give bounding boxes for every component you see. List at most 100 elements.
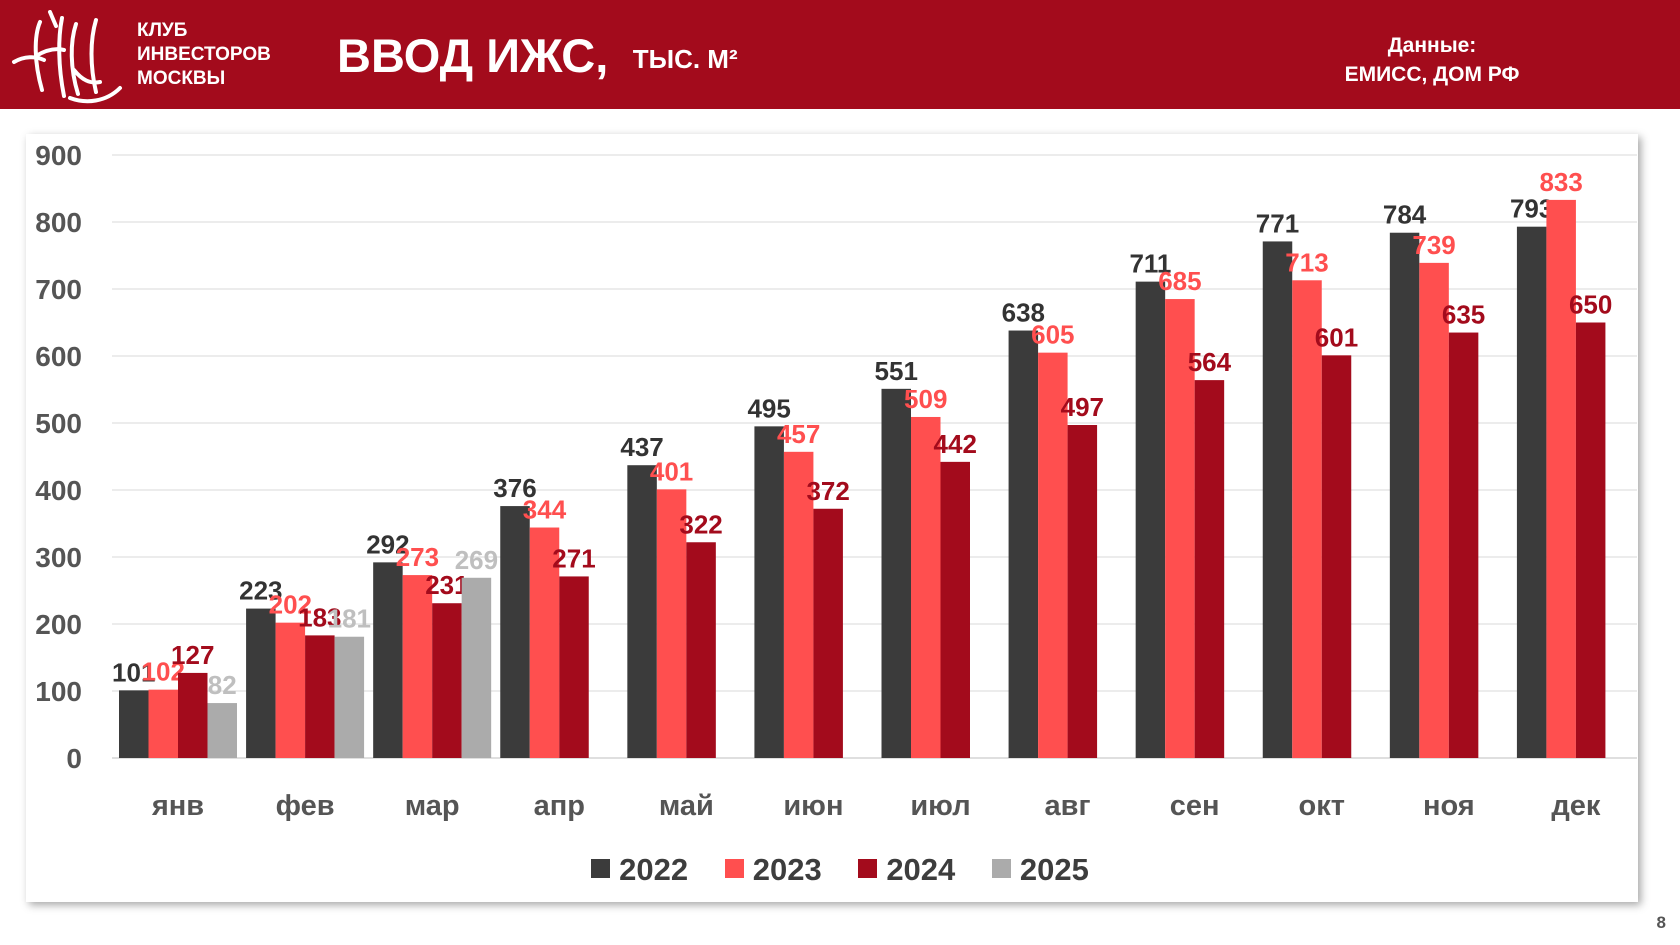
data-label-2022-дек: 793 bbox=[1510, 194, 1553, 224]
y-tick-label: 300 bbox=[35, 542, 82, 573]
x-tick-label: дек bbox=[1551, 790, 1601, 822]
organization-name: КЛУБ ИНВЕСТОРОВ МОСКВЫ bbox=[137, 19, 271, 91]
data-label-2022-авг: 638 bbox=[1002, 298, 1045, 328]
org-line-3: МОСКВЫ bbox=[137, 68, 226, 89]
data-label-2025-янв: 82 bbox=[208, 670, 237, 700]
bar-2022-апр bbox=[500, 506, 530, 758]
data-label-2023-ноя: 739 bbox=[1412, 230, 1455, 260]
bar-2023-май bbox=[656, 489, 687, 758]
y-tick-label: 400 bbox=[35, 475, 82, 506]
bar-2023-июн bbox=[783, 451, 814, 758]
bar-2023-апр bbox=[529, 527, 560, 758]
legend-label-2025: 2025 bbox=[1019, 852, 1089, 887]
data-label-2023-мар: 273 bbox=[396, 542, 439, 572]
data-label-2024-янв: 127 bbox=[171, 640, 214, 670]
data-label-2024-май: 322 bbox=[679, 509, 722, 539]
legend-item-2023: 2023 bbox=[724, 852, 822, 888]
bar-2025-фев bbox=[334, 636, 365, 758]
data-label-2022-янв: 101 bbox=[112, 657, 155, 687]
bar-2024-сен bbox=[1194, 380, 1225, 758]
y-tick-label: 0 bbox=[66, 743, 82, 774]
data-label-2023-июл: 509 bbox=[904, 384, 947, 414]
bar-2022-окт bbox=[1262, 241, 1293, 758]
data-label-2022-июн: 495 bbox=[747, 393, 790, 423]
bar-2022-ноя bbox=[1389, 232, 1420, 759]
org-line-1: КЛУБ bbox=[137, 20, 188, 41]
bar-2023-фев bbox=[275, 622, 306, 758]
bar-2022-сен bbox=[1135, 281, 1166, 758]
y-tick-label: 700 bbox=[35, 274, 82, 305]
data-label-2024-окт: 601 bbox=[1315, 322, 1358, 352]
data-label-2023-июн: 457 bbox=[777, 419, 820, 449]
data-label-2022-май: 437 bbox=[620, 432, 663, 462]
bar-2024-дек bbox=[1575, 322, 1606, 758]
bar-2024-авг bbox=[1067, 425, 1098, 758]
bar-2024-май bbox=[686, 542, 716, 758]
bar-2024-мар bbox=[432, 603, 462, 758]
legend-label-2024: 2024 bbox=[886, 852, 956, 887]
bar-2025-мар bbox=[461, 577, 492, 758]
bar-2023-мар bbox=[402, 575, 433, 758]
y-tick-label: 900 bbox=[35, 140, 82, 171]
x-tick-label: июл bbox=[910, 790, 970, 822]
bar-2022-дек bbox=[1516, 226, 1547, 758]
bar-2024-ноя bbox=[1448, 332, 1479, 758]
bar-2023-авг bbox=[1038, 352, 1068, 758]
y-tick-label: 600 bbox=[35, 341, 82, 372]
data-label-2024-сен: 564 bbox=[1188, 347, 1232, 377]
data-label-2023-сен: 685 bbox=[1158, 266, 1201, 296]
x-tick-label: сен bbox=[1170, 790, 1220, 822]
data-label-2023-дек: 833 bbox=[1539, 167, 1582, 197]
data-label-2023-апр: 344 bbox=[523, 495, 567, 525]
bar-2022-авг bbox=[1008, 330, 1039, 758]
data-label-2024-июл: 442 bbox=[934, 429, 977, 459]
title-unit: ТЫС. М² bbox=[632, 44, 738, 74]
data-label-2023-фев: 202 bbox=[269, 590, 312, 620]
club-monogram-logo bbox=[12, 10, 122, 104]
data-source: Данные: ЕМИСС, ДОМ РФ bbox=[1302, 31, 1562, 89]
data-label-2022-июл: 551 bbox=[875, 356, 918, 386]
data-label-2024-дек: 650 bbox=[1569, 290, 1612, 320]
y-tick-label: 200 bbox=[35, 609, 82, 640]
bar-2022-фев bbox=[246, 608, 276, 758]
bar-2023-сен bbox=[1165, 299, 1195, 758]
legend-item-2024: 2024 bbox=[858, 852, 955, 888]
data-label-2022-окт: 771 bbox=[1256, 208, 1299, 238]
legend-label-2022: 2022 bbox=[619, 852, 689, 887]
y-tick-label: 800 bbox=[35, 207, 82, 238]
data-label-2024-апр: 271 bbox=[552, 543, 595, 573]
bar-2022-мар bbox=[373, 562, 403, 758]
bar-2025-янв bbox=[207, 703, 237, 758]
bar-2023-июл bbox=[911, 416, 941, 758]
legend-item-2025: 2025 bbox=[991, 852, 1089, 888]
bar-2022-июн bbox=[754, 426, 784, 758]
x-tick-label: мар bbox=[405, 790, 460, 822]
page-title: ВВОД ИЖС, ТЫС. М² bbox=[337, 28, 738, 83]
data-label-2024-ноя: 635 bbox=[1442, 300, 1485, 330]
data-label-2023-янв: 102 bbox=[142, 657, 185, 687]
bar-2023-дек bbox=[1546, 199, 1576, 758]
title-main: ВВОД ИЖС, bbox=[337, 29, 609, 82]
x-tick-label: май bbox=[659, 790, 714, 822]
data-label-2023-май: 401 bbox=[650, 456, 693, 486]
source-label: Данные: bbox=[1387, 34, 1477, 57]
data-label-2024-июн: 372 bbox=[806, 476, 849, 506]
bar-2024-июл bbox=[940, 461, 970, 758]
bar-2022-май bbox=[627, 465, 657, 758]
data-label-2024-фев: 183 bbox=[298, 602, 341, 632]
data-label-2022-апр: 376 bbox=[493, 473, 536, 503]
bar-2022-июл bbox=[881, 388, 911, 758]
x-tick-label: окт bbox=[1299, 790, 1345, 822]
data-label-2022-мар: 292 bbox=[366, 529, 409, 559]
bar-2024-июн bbox=[813, 508, 843, 758]
bar-2024-апр bbox=[559, 576, 589, 758]
bar-2023-окт bbox=[1292, 280, 1322, 758]
legend-label-2023: 2023 bbox=[752, 852, 822, 887]
data-label-2023-авг: 605 bbox=[1031, 320, 1074, 350]
x-tick-label: фев bbox=[276, 790, 335, 822]
chart-legend: 2022 2023 2024 2025 bbox=[0, 852, 1680, 888]
page-number: 8 bbox=[1656, 913, 1666, 932]
data-label-2025-фев: 181 bbox=[328, 604, 371, 634]
bar-2024-фев bbox=[305, 635, 335, 758]
